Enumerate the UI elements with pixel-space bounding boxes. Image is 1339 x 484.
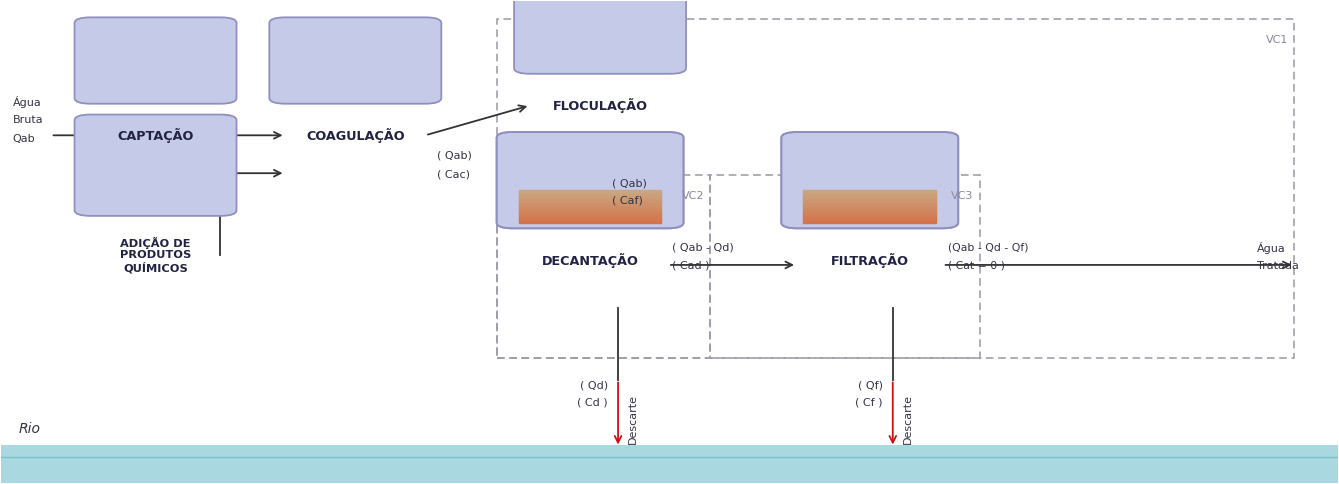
Text: Qab: Qab xyxy=(12,134,35,144)
Bar xyxy=(518,200,661,202)
Text: ( Cf ): ( Cf ) xyxy=(856,397,882,408)
FancyBboxPatch shape xyxy=(514,0,686,74)
Bar xyxy=(518,194,661,196)
Text: Água: Água xyxy=(1257,242,1287,254)
Bar xyxy=(518,212,661,213)
Text: DECANTAÇÃO: DECANTAÇÃO xyxy=(542,253,639,268)
Text: Descarte: Descarte xyxy=(902,394,913,444)
Text: VC3: VC3 xyxy=(951,191,973,201)
Text: FLOCULAÇÃO: FLOCULAÇÃO xyxy=(553,98,648,113)
Text: COAGULAÇÃO: COAGULAÇÃO xyxy=(307,128,404,143)
Bar xyxy=(803,195,936,197)
Bar xyxy=(518,214,661,216)
Bar xyxy=(518,198,661,199)
Bar xyxy=(803,208,936,210)
Text: (Qab - Qd - Qf): (Qab - Qd - Qf) xyxy=(948,243,1028,253)
Bar xyxy=(518,203,661,205)
Bar xyxy=(803,204,936,206)
Bar xyxy=(803,216,936,217)
Bar xyxy=(803,202,936,203)
Bar xyxy=(518,213,661,215)
Text: ( Qf): ( Qf) xyxy=(858,380,882,391)
Text: ADIÇÃO DE
PRODUTOS
QUÍMICOS: ADIÇÃO DE PRODUTOS QUÍMICOS xyxy=(121,236,191,273)
Bar xyxy=(518,202,661,203)
Bar xyxy=(803,190,936,192)
Bar xyxy=(518,191,661,193)
Bar xyxy=(518,218,661,220)
Text: ( Qd): ( Qd) xyxy=(580,380,608,391)
Text: ( Cad ): ( Cad ) xyxy=(672,261,710,271)
Bar xyxy=(518,199,661,201)
Text: CAPTAÇÃO: CAPTAÇÃO xyxy=(118,128,194,143)
FancyBboxPatch shape xyxy=(782,132,959,228)
Text: ( Qab): ( Qab) xyxy=(612,178,647,188)
Bar xyxy=(710,175,980,358)
Bar xyxy=(803,193,936,194)
Text: ( Caf): ( Caf) xyxy=(612,195,643,205)
Bar xyxy=(803,212,936,213)
Text: Bruta: Bruta xyxy=(12,115,43,125)
Text: ( Cat = 0 ): ( Cat = 0 ) xyxy=(948,261,1004,271)
Text: Água: Água xyxy=(12,96,42,108)
FancyBboxPatch shape xyxy=(269,17,442,104)
Text: ( Cd ): ( Cd ) xyxy=(577,397,608,408)
Bar xyxy=(803,211,936,212)
Bar xyxy=(518,193,661,194)
Bar xyxy=(803,191,936,193)
Text: Rio: Rio xyxy=(19,423,40,437)
Bar xyxy=(518,207,661,209)
Bar xyxy=(803,194,936,196)
Text: ( Qab - Qd): ( Qab - Qd) xyxy=(672,243,734,253)
Bar xyxy=(803,220,936,221)
Bar xyxy=(518,221,661,223)
FancyBboxPatch shape xyxy=(497,132,683,228)
Bar xyxy=(518,190,661,192)
Bar xyxy=(518,204,661,206)
Text: ( Qab): ( Qab) xyxy=(438,150,473,160)
Bar xyxy=(518,195,661,197)
Bar xyxy=(518,206,661,207)
Bar xyxy=(518,216,661,217)
Bar xyxy=(803,198,936,199)
Bar xyxy=(803,197,936,198)
Bar xyxy=(803,221,936,223)
Bar xyxy=(497,175,710,358)
Bar xyxy=(518,220,661,221)
Bar xyxy=(518,217,661,219)
Bar xyxy=(497,19,1295,358)
Bar xyxy=(803,206,936,207)
Bar xyxy=(518,208,661,210)
Text: VC1: VC1 xyxy=(1265,34,1288,45)
Bar xyxy=(803,203,936,205)
Bar xyxy=(803,199,936,201)
Bar xyxy=(803,218,936,220)
Bar xyxy=(803,210,936,211)
Text: ( Cac): ( Cac) xyxy=(438,169,470,179)
Bar xyxy=(803,200,936,202)
Bar xyxy=(518,210,661,211)
FancyBboxPatch shape xyxy=(75,115,237,216)
Text: Descarte: Descarte xyxy=(628,394,639,444)
FancyBboxPatch shape xyxy=(75,17,237,104)
Bar xyxy=(803,213,936,215)
Bar xyxy=(518,211,661,212)
Bar xyxy=(803,217,936,219)
Bar xyxy=(803,214,936,216)
Bar xyxy=(518,197,661,198)
Text: VC2: VC2 xyxy=(682,191,704,201)
Bar xyxy=(803,207,936,209)
Text: FILTRAÇÃO: FILTRAÇÃO xyxy=(830,253,909,268)
Bar xyxy=(1,445,1338,484)
Text: Tratada: Tratada xyxy=(1257,261,1299,271)
